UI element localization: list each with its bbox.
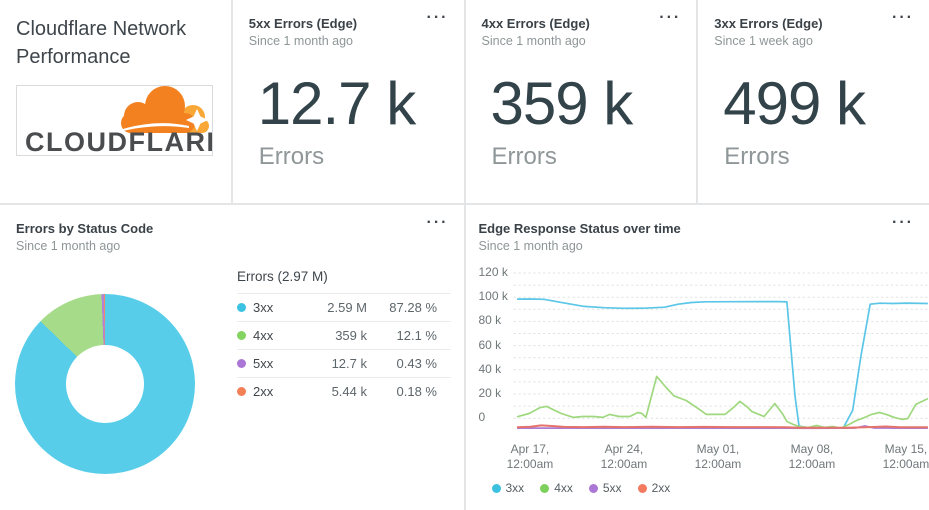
pie-chart-widget: Errors by Status Code Since 1 month ago … — [0, 205, 464, 510]
legend-dot-2xx — [637, 483, 647, 493]
widget-timerange: Since 1 month ago — [16, 239, 121, 253]
donut-chart[interactable] — [15, 294, 195, 474]
widget-timerange: Since 1 week ago — [714, 34, 813, 48]
y-tick-label: 100 k — [478, 289, 508, 304]
pie-legend-row-2xx[interactable]: 2xx 5.44 k 0.18 % — [237, 377, 451, 405]
billboard-3xx-errors: 3xx Errors (Edge) Since 1 week ago ··· 4… — [698, 0, 929, 203]
line-chart-legend: 3xx 4xx 5xx 2xx — [491, 481, 671, 495]
series-percent: 0.18 % — [396, 384, 437, 399]
billboard-unit: Errors — [258, 143, 325, 170]
x-tick-label: May 15, 12:00am — [882, 442, 929, 471]
legend-label: 4xx — [554, 481, 573, 495]
legend-label: 3xx — [505, 481, 525, 495]
legend-label: 5xx — [602, 481, 622, 495]
series-label: 3xx — [253, 300, 274, 315]
widget-timerange: Since 1 month ago — [481, 34, 586, 48]
widget-timerange: Since 1 month ago — [478, 239, 583, 253]
line-series-3xx — [516, 298, 928, 429]
pie-legend-header: Errors (2.97 M) — [237, 269, 328, 284]
more-menu-icon[interactable]: ··· — [426, 9, 449, 26]
legend-label: 2xx — [651, 481, 671, 495]
widget-title: 4xx Errors (Edge) — [481, 16, 590, 31]
series-value: 12.7 k — [331, 356, 367, 371]
line-series-2xx — [516, 424, 928, 429]
widget-timerange: Since 1 month ago — [248, 34, 353, 48]
dashboard-title: Cloudflare Network Performance — [16, 18, 187, 68]
legend-item-4xx[interactable]: 4xx — [540, 481, 573, 495]
series-percent: 0.43 % — [396, 356, 437, 371]
series-value: 5.44 k — [331, 384, 367, 399]
legend-item-3xx[interactable]: 3xx — [491, 481, 525, 495]
legend-item-2xx[interactable]: 2xx — [637, 481, 671, 495]
billboard-value: 499 k — [723, 70, 866, 137]
line-series-4xx — [516, 375, 928, 429]
more-menu-icon[interactable]: ··· — [659, 9, 682, 26]
y-tick-label: 40 k — [478, 361, 502, 376]
y-tick-label: 120 k — [478, 265, 508, 279]
pie-legend-table: Errors (2.97 M) 3xx 2.59 M 87.28 % 4xx 3… — [237, 269, 451, 405]
widget-title: 3xx Errors (Edge) — [714, 16, 823, 31]
series-dot-5xx — [237, 359, 246, 368]
pie-legend-row-5xx[interactable]: 5xx 12.7 k 0.43 % — [237, 349, 451, 377]
series-label: 5xx — [253, 356, 274, 371]
series-label: 4xx — [253, 328, 274, 343]
cloudflare-logo-image: CLOUDFLARE — [25, 86, 224, 157]
pie-legend-row-3xx[interactable]: 3xx 2.59 M 87.28 % — [237, 293, 451, 321]
billboard-value: 12.7 k — [257, 70, 416, 137]
y-tick-label: 60 k — [478, 337, 502, 352]
series-dot-4xx — [237, 331, 246, 340]
more-menu-icon[interactable]: ··· — [892, 214, 914, 231]
y-tick-label: 20 k — [478, 386, 502, 400]
legend-dot-4xx — [540, 483, 550, 493]
series-percent: 87.28 % — [389, 300, 437, 315]
y-tick-label: 0 — [478, 410, 486, 425]
more-menu-icon[interactable]: ··· — [426, 214, 449, 231]
series-dot-3xx — [237, 303, 246, 312]
billboard-value: 359 k — [490, 70, 634, 137]
billboard-unit: Errors — [491, 143, 557, 170]
series-value: 359 k — [335, 328, 367, 343]
line-chart-widget: Edge Response Status over time Since 1 m… — [465, 205, 929, 510]
cloudflare-wordmark: CLOUDFLARE — [25, 127, 212, 155]
widget-title: Edge Response Status over time — [478, 221, 681, 236]
series-percent: 12.1 % — [396, 328, 437, 343]
y-tick-label: 80 k — [478, 313, 502, 328]
markdown-widget: Cloudflare Network Performance CLOUDFLAR… — [0, 0, 231, 203]
billboard-4xx-errors: 4xx Errors (Edge) Since 1 month ago ··· … — [465, 0, 697, 203]
x-tick-label: May 08, 12:00am — [788, 442, 836, 471]
cloudflare-logo: CLOUDFLARE — [16, 85, 224, 157]
billboard-unit: Errors — [724, 143, 790, 170]
x-tick-label: Apr 17, 12:00am — [506, 442, 554, 471]
more-menu-icon[interactable]: ··· — [892, 9, 914, 26]
billboard-5xx-errors: 5xx Errors (Edge) Since 1 month ago ··· … — [232, 0, 464, 203]
x-tick-label: Apr 24, 12:00am — [600, 442, 648, 471]
legend-dot-5xx — [588, 483, 598, 493]
series-value: 2.59 M — [327, 300, 367, 315]
pie-legend-row-4xx[interactable]: 4xx 359 k 12.1 % — [237, 321, 451, 349]
widget-title: 5xx Errors (Edge) — [248, 16, 358, 31]
x-tick-label: May 01, 12:00am — [694, 442, 742, 471]
line-chart-plot[interactable] — [512, 271, 928, 441]
widget-title: Errors by Status Code — [16, 221, 154, 236]
legend-dot-3xx — [491, 483, 501, 493]
series-dot-2xx — [237, 387, 246, 396]
legend-item-5xx[interactable]: 5xx — [588, 481, 622, 495]
series-label: 2xx — [253, 384, 274, 399]
